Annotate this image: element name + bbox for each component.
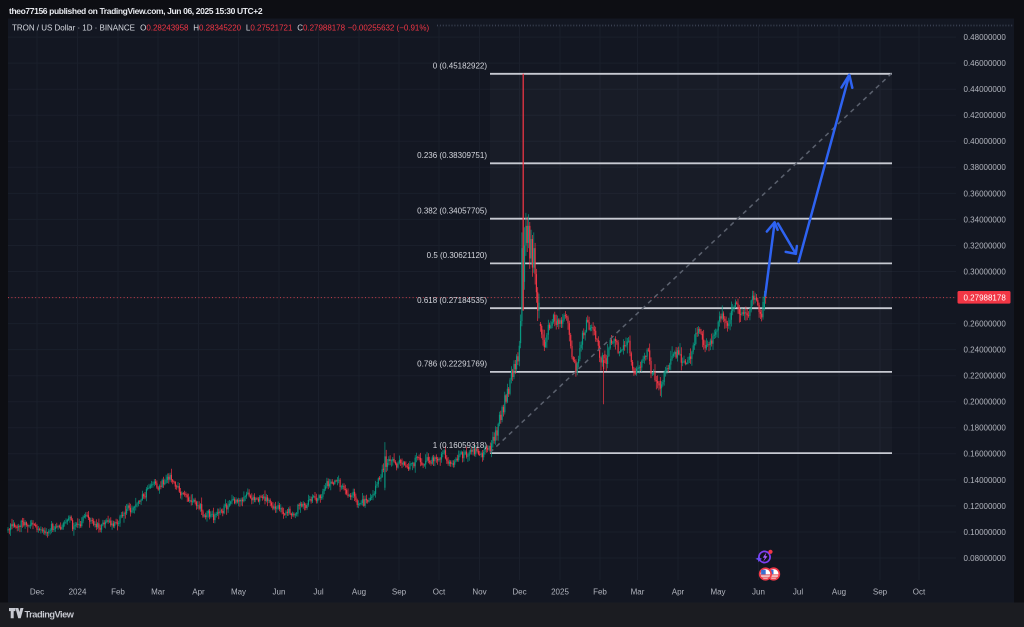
svg-text:Apr: Apr [192,588,205,597]
svg-text:0.32000000: 0.32000000 [964,241,1007,250]
svg-text:Mar: Mar [151,588,165,597]
svg-text:Jul: Jul [793,588,803,597]
svg-text:0.48000000: 0.48000000 [964,33,1007,42]
svg-text:0.382 (0.34057705): 0.382 (0.34057705) [417,207,487,216]
svg-text:0.42000000: 0.42000000 [964,111,1007,120]
svg-text:0.14000000: 0.14000000 [964,476,1007,485]
svg-text:Aug: Aug [832,588,846,597]
svg-text:0.618 (0.27184535): 0.618 (0.27184535) [417,296,487,305]
svg-text:Feb: Feb [593,588,607,597]
svg-text:0.44000000: 0.44000000 [964,85,1007,94]
svg-text:0.46000000: 0.46000000 [964,59,1007,68]
svg-text:Aug: Aug [352,588,366,597]
svg-text:Mar: Mar [631,588,645,597]
svg-text:0 (0.45182922): 0 (0.45182922) [433,62,488,71]
svg-text:0.40000000: 0.40000000 [964,137,1007,146]
svg-text:0.08000000: 0.08000000 [964,554,1007,563]
svg-text:0.16000000: 0.16000000 [964,450,1007,459]
svg-text:2024: 2024 [69,588,87,597]
svg-text:Nov: Nov [472,588,486,597]
svg-text:0.5 (0.30621120): 0.5 (0.30621120) [427,251,488,260]
svg-text:Oct: Oct [433,588,446,597]
svg-text:Feb: Feb [111,588,125,597]
svg-text:0.22000000: 0.22000000 [964,372,1007,381]
svg-text:1 (0.16059318): 1 (0.16059318) [433,441,488,450]
svg-text:0.24000000: 0.24000000 [964,346,1007,355]
svg-text:Apr: Apr [672,588,685,597]
svg-text:Oct: Oct [913,588,926,597]
svg-text:0.27988178: 0.27988178 [964,293,1007,302]
svg-text:Jun: Jun [752,588,765,597]
svg-text:Sep: Sep [873,588,888,597]
svg-text:0.12000000: 0.12000000 [964,502,1007,511]
svg-text:Sep: Sep [392,588,407,597]
svg-text:0.30000000: 0.30000000 [964,267,1007,276]
svg-text:0.34000000: 0.34000000 [964,215,1007,224]
svg-text:Jul: Jul [313,588,323,597]
svg-text:May: May [710,588,725,597]
svg-text:Dec: Dec [512,588,526,597]
svg-text:0.38000000: 0.38000000 [964,163,1007,172]
svg-text:TRON / US Dollar · 1D · BINANC: TRON / US Dollar · 1D · BINANCE O0.28243… [12,24,429,33]
svg-text:TradingView: TradingView [25,610,75,620]
svg-text:0.20000000: 0.20000000 [964,398,1007,407]
svg-text:0.26000000: 0.26000000 [964,320,1007,329]
svg-text:May: May [231,588,246,597]
svg-text:Dec: Dec [30,588,44,597]
svg-text:theo77156 published on Trading: theo77156 published on TradingView.com, … [9,6,263,16]
svg-text:Jun: Jun [273,588,286,597]
svg-text:0.10000000: 0.10000000 [964,528,1007,537]
svg-text:2025: 2025 [551,588,569,597]
svg-text:0.18000000: 0.18000000 [964,424,1007,433]
svg-text:0.36000000: 0.36000000 [964,189,1007,198]
svg-text:0.236 (0.38309751): 0.236 (0.38309751) [417,151,487,160]
svg-text:0.786 (0.22291769): 0.786 (0.22291769) [417,360,487,369]
